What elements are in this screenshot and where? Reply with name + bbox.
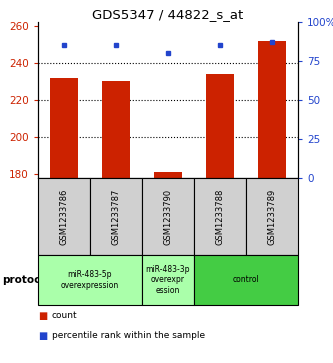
Bar (258, 41, 286, 178)
Text: GSM1233787: GSM1233787 (112, 188, 121, 245)
Text: GSM1233789: GSM1233789 (267, 188, 276, 245)
Text: ■: ■ (38, 311, 47, 321)
Text: GSM1233790: GSM1233790 (164, 188, 172, 245)
Text: control: control (233, 276, 259, 285)
Text: miR-483-3p
overexpr
ession: miR-483-3p overexpr ession (146, 265, 190, 295)
Bar (154, 172, 182, 178)
Bar (50, 78, 78, 178)
Bar (206, 74, 234, 178)
Text: GSM1233786: GSM1233786 (60, 188, 69, 245)
Text: miR-483-5p
overexpression: miR-483-5p overexpression (61, 270, 119, 290)
Text: count: count (52, 311, 78, 321)
Text: protocol: protocol (2, 275, 51, 285)
Title: GDS5347 / 44822_s_at: GDS5347 / 44822_s_at (92, 8, 244, 21)
Text: percentile rank within the sample: percentile rank within the sample (52, 331, 205, 340)
Text: GSM1233788: GSM1233788 (215, 188, 224, 245)
Text: ■: ■ (38, 331, 47, 341)
Bar (102, 81, 130, 178)
